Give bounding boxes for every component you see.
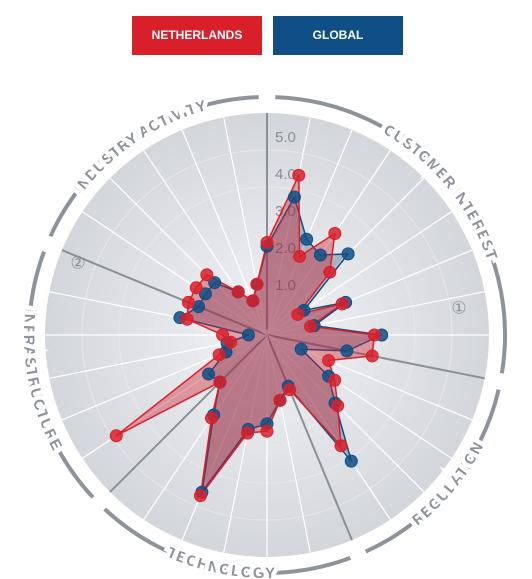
data-point	[198, 287, 212, 301]
data-point	[291, 307, 305, 321]
data-point	[181, 295, 195, 309]
data-point	[231, 285, 245, 299]
data-point	[334, 439, 348, 453]
spoke	[223, 117, 268, 336]
ring-arc	[364, 389, 501, 554]
spoke	[61, 334, 268, 421]
ring-arc	[275, 95, 507, 374]
ring-arc	[103, 507, 352, 575]
data-point	[304, 319, 318, 333]
spoke	[49, 291, 268, 336]
data-point	[328, 373, 342, 387]
data-point	[292, 168, 306, 182]
data-point	[260, 236, 274, 249]
spoke	[266, 129, 353, 336]
spoke	[266, 150, 391, 336]
data-point	[241, 426, 255, 440]
data-point	[189, 281, 203, 295]
r-tick-label: 5.0	[275, 129, 296, 146]
data-point	[260, 424, 274, 438]
data-point	[328, 226, 342, 240]
data-point	[242, 328, 255, 342]
data-point	[294, 342, 308, 356]
data-point	[293, 249, 307, 263]
r-tick-label: 2.0	[275, 240, 296, 257]
section-divider	[266, 334, 353, 541]
spoke	[82, 211, 268, 336]
spoke	[109, 177, 268, 336]
spoke	[143, 150, 268, 336]
r-tick-label: 4.0	[275, 166, 296, 183]
r-tick-label: 1.0	[275, 277, 296, 294]
data-point	[365, 349, 379, 363]
data-point	[216, 328, 230, 342]
legend-label: NETHERLANDS	[152, 28, 243, 42]
legend-label: GLOBAL	[313, 28, 364, 42]
data-point	[213, 375, 227, 389]
spoke	[266, 291, 485, 336]
data-point	[341, 247, 355, 261]
data-point	[335, 297, 349, 311]
data-point	[109, 429, 123, 443]
annotation: ②	[70, 253, 85, 272]
spoke	[266, 249, 473, 336]
data-point	[193, 489, 207, 503]
spoke	[266, 334, 425, 493]
spoke	[143, 334, 268, 520]
data-point	[204, 411, 218, 425]
spoke	[223, 334, 268, 553]
annotation: ①	[451, 298, 466, 317]
data-point	[208, 276, 222, 290]
spoke	[181, 334, 268, 541]
data-point	[180, 312, 194, 326]
section-divider	[61, 249, 268, 336]
data-point	[331, 399, 345, 413]
data-point	[283, 383, 297, 397]
data-point	[250, 277, 264, 291]
spoke	[266, 334, 311, 553]
data-point	[313, 248, 327, 262]
spoke	[266, 334, 452, 459]
data-point	[246, 294, 260, 308]
legend-button[interactable]	[132, 16, 262, 55]
section-divider	[109, 334, 268, 493]
ring-arc	[48, 95, 259, 238]
data-point	[300, 232, 314, 246]
data-point	[212, 348, 226, 362]
data-point	[367, 328, 381, 342]
spoke	[266, 334, 391, 520]
data-point	[322, 353, 336, 367]
spoke	[266, 117, 311, 336]
data-point	[287, 190, 301, 204]
data-point	[344, 454, 358, 468]
legend-button[interactable]	[273, 16, 403, 55]
data-point	[200, 268, 214, 282]
data-point	[323, 265, 337, 279]
data-point	[224, 335, 238, 349]
data-point	[273, 393, 287, 407]
data-point	[202, 367, 216, 381]
data-point	[340, 344, 354, 358]
ring-arc	[27, 250, 95, 499]
